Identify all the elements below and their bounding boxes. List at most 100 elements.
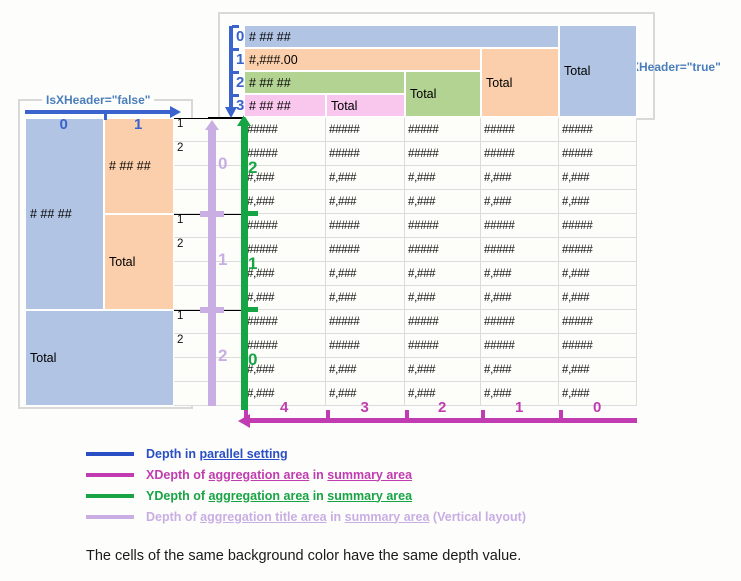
legend-label: XDepth of aggregation area in summary ar…: [146, 468, 412, 482]
top-header-cell: Total: [559, 25, 637, 117]
parallel-depth-label-h: 1: [134, 116, 143, 133]
legend-swatch: [86, 493, 134, 498]
top-header-cell: # ## ##: [244, 25, 559, 48]
top-header-cell: #,###.00: [244, 48, 481, 71]
grid-cell: #####: [405, 214, 481, 238]
grid-cell: #####: [405, 142, 481, 166]
grid-cell: #,###: [481, 190, 559, 214]
xdepth-axis-tick: [559, 410, 563, 422]
grid-cell: #,###: [244, 166, 326, 190]
left-header-cell: Total: [104, 214, 174, 310]
legend-link[interactable]: summary area: [327, 467, 413, 482]
xdepth-axis-tick: [326, 410, 330, 422]
x-header-true-tag: IsXHeader="true": [621, 60, 721, 74]
parallel-axis-tick: [232, 25, 239, 28]
legend-link[interactable]: aggregation area: [208, 488, 310, 503]
grid-cell: #,###: [405, 358, 481, 382]
ydepth-axis-tick: [246, 307, 258, 312]
grid-cell: #####: [481, 238, 559, 262]
grid-cell: #,###: [481, 286, 559, 310]
grid-cell: #,###: [481, 262, 559, 286]
legend-text: YDepth of: [146, 488, 209, 503]
left-header-cell: Total: [25, 310, 174, 406]
grid-cell: #####: [481, 214, 559, 238]
grid-cell: #,###: [244, 190, 326, 214]
grid-cell: #####: [326, 118, 405, 142]
grid-cell: #,###: [326, 382, 405, 406]
grid-cell: #,###: [481, 358, 559, 382]
grid-cell: #####: [559, 238, 637, 262]
grid-cell: #####: [405, 118, 481, 142]
grid-cell: #####: [559, 214, 637, 238]
xdepth-axis-tick: [244, 410, 248, 422]
legend-text: in: [309, 488, 328, 503]
grid-cell: #####: [326, 214, 405, 238]
grid-cell: #,###: [481, 382, 559, 406]
grid-cell: #####: [405, 310, 481, 334]
legend-swatch: [86, 472, 134, 477]
grid-cell: #####: [481, 334, 559, 358]
legend-text: in: [309, 467, 328, 482]
xdepth-axis-tick: [481, 410, 485, 422]
grid-cell: #,###: [559, 286, 637, 310]
grid-cell: #,###: [405, 382, 481, 406]
legend-label: Depth in parallel setting: [146, 447, 288, 461]
title-depth-label: 2: [218, 346, 228, 365]
parallel-depth-label-h: 0: [59, 116, 68, 133]
grid-cell: #,###: [559, 358, 637, 382]
legend-label: YDepth of aggregation area in summary ar…: [146, 489, 412, 503]
legend-item: Depth in parallel setting: [0, 443, 741, 464]
legend-link[interactable]: aggregation area: [208, 467, 310, 482]
legend-link[interactable]: aggregation title area: [200, 509, 327, 524]
grid-cell: #,###: [405, 286, 481, 310]
ydepth-label: 2: [248, 158, 258, 177]
grid-cell: #,###: [244, 262, 326, 286]
title-depth-label: 1: [218, 250, 228, 269]
parallel-axis-arrowhead-h: [170, 106, 181, 118]
grid-cell: #####: [405, 238, 481, 262]
title-axis-shaft: [208, 128, 216, 406]
ydepth-label: 1: [248, 254, 258, 273]
left-header-cell: # ## ##: [104, 118, 174, 214]
title-depth-label: 0: [218, 154, 228, 173]
legend-text: in: [326, 509, 345, 524]
grid-cell: #####: [559, 334, 637, 358]
grid-cell: #,###: [481, 166, 559, 190]
grid-cell: #,###: [244, 286, 326, 310]
legend-link[interactable]: parallel setting: [199, 446, 288, 461]
grid-cell: #####: [244, 142, 326, 166]
top-header-cell: # ## ##: [244, 71, 405, 94]
grid-cell: #####: [326, 334, 405, 358]
caption: The cells of the same background color h…: [86, 548, 522, 564]
legend-text: XDepth of: [146, 467, 209, 482]
title-axis-tick: [200, 307, 224, 313]
legend-item: YDepth of aggregation area in summary ar…: [0, 485, 741, 506]
legend-label: Depth of aggregation title area in summa…: [146, 510, 526, 524]
legend-link[interactable]: summary area: [344, 509, 430, 524]
grid-cell: #,###: [559, 262, 637, 286]
legend-link[interactable]: summary area: [327, 488, 413, 503]
parallel-axis-tick-h: [104, 113, 107, 120]
xdepth-axis-tick: [405, 410, 409, 422]
legend-text: Depth in: [146, 446, 200, 461]
parallel-depth-label: 0: [236, 28, 245, 45]
grid-cell: #,###: [405, 262, 481, 286]
grid-cell: #,###: [326, 262, 405, 286]
xdepth-label: 1: [515, 399, 524, 416]
grid-cell: #####: [481, 142, 559, 166]
top-header-cell: Total: [481, 48, 559, 117]
xdepth-label: 0: [593, 399, 602, 416]
grid-cell: #####: [244, 118, 326, 142]
xdepth-label: 3: [360, 399, 369, 416]
top-header-cell: Total: [405, 71, 481, 117]
grid-cell: #####: [326, 310, 405, 334]
grid-cell: #,###: [405, 166, 481, 190]
grid-cell: #,###: [405, 190, 481, 214]
parallel-depth-label: 2: [236, 74, 245, 91]
grid-cell: #####: [481, 118, 559, 142]
parallel-axis-arrowhead: [225, 107, 237, 118]
legend-item: Depth of aggregation title area in summa…: [0, 506, 741, 527]
grid-cell: #####: [326, 142, 405, 166]
left-header-cell: # ## ##: [25, 118, 104, 310]
